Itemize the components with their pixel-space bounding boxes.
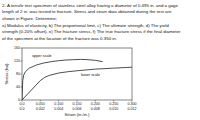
y-tick-label: 80 xyxy=(16,72,20,76)
problem-line: of the specimen at the location of the f… xyxy=(2,36,117,41)
page: 2- A tensile test specimen of stainless … xyxy=(0,0,200,120)
y-tick-label: 160 xyxy=(14,46,20,50)
y-tick xyxy=(21,61,23,62)
problem-line: strength (0.20% offset), e) The fracture… xyxy=(2,29,181,34)
plot-frame xyxy=(22,48,132,100)
problem-line: a) Modulus of elasticity, b) The proport… xyxy=(2,23,169,28)
curves xyxy=(22,59,132,100)
x-tick-label: 0.0 xyxy=(20,107,25,111)
x-tick-label: 0.004 xyxy=(54,107,63,111)
problem-line: shown in Figure. Determine; xyxy=(2,16,57,21)
y-tick-label: 120 xyxy=(14,59,20,63)
y-axis-label: Stress (ksi) xyxy=(4,63,9,85)
x2-tick-label: 0.150 xyxy=(73,102,82,106)
stress-strain-curve xyxy=(22,59,103,100)
x-axis-label: Strain (in./in.) xyxy=(65,112,91,117)
x-tick-label: 0.010 xyxy=(109,107,118,111)
x-tick-label: 0.002 xyxy=(36,107,45,111)
y-tick xyxy=(21,48,23,49)
x2-tick-label: 0.300 xyxy=(128,102,137,106)
problem-line: length of 2 in. was tested to fracture. … xyxy=(2,9,172,14)
x-tick-label: 0.008 xyxy=(91,107,100,111)
x2-tick-label: 0.200 xyxy=(91,102,100,106)
x2-tick-label: 0.0 xyxy=(20,102,25,106)
series-annotation: upper scale xyxy=(32,54,52,58)
y-tick xyxy=(21,100,23,101)
y-tick-label: 40 xyxy=(16,85,20,89)
x2-tick-label: 0.250 xyxy=(109,102,118,106)
stress-strain-curve xyxy=(22,67,132,100)
problem-line: 2- A tensile test specimen of stainless … xyxy=(2,3,179,8)
x2-tick-label: 0.050 xyxy=(36,102,45,106)
x2-tick-label: 0.100 xyxy=(54,102,63,106)
x-tick-label: 0.006 xyxy=(73,107,82,111)
x-tick-label: 0.012 xyxy=(128,107,137,111)
series-annotation: lower scale xyxy=(81,73,100,77)
y-tick xyxy=(21,74,23,75)
y-tick xyxy=(21,87,23,88)
